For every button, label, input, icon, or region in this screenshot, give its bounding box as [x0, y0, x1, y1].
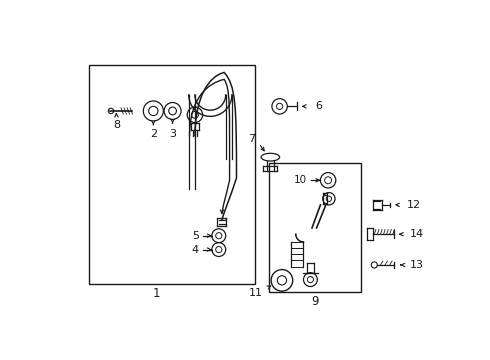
Text: 9: 9 — [311, 294, 319, 308]
Text: 7: 7 — [248, 134, 255, 144]
Text: 14: 14 — [410, 229, 424, 239]
Text: 12: 12 — [407, 200, 421, 210]
Text: 10: 10 — [294, 175, 307, 185]
Text: 11: 11 — [249, 288, 263, 298]
Text: 3: 3 — [169, 129, 176, 139]
Bar — [269, 163, 361, 292]
Text: 13: 13 — [410, 260, 424, 270]
Text: 1: 1 — [153, 287, 161, 300]
Bar — [89, 65, 255, 284]
Text: 8: 8 — [113, 120, 120, 130]
Text: 2: 2 — [150, 129, 157, 139]
Text: 6: 6 — [315, 101, 322, 111]
Text: 5: 5 — [192, 231, 199, 241]
Text: 4: 4 — [192, 244, 199, 255]
